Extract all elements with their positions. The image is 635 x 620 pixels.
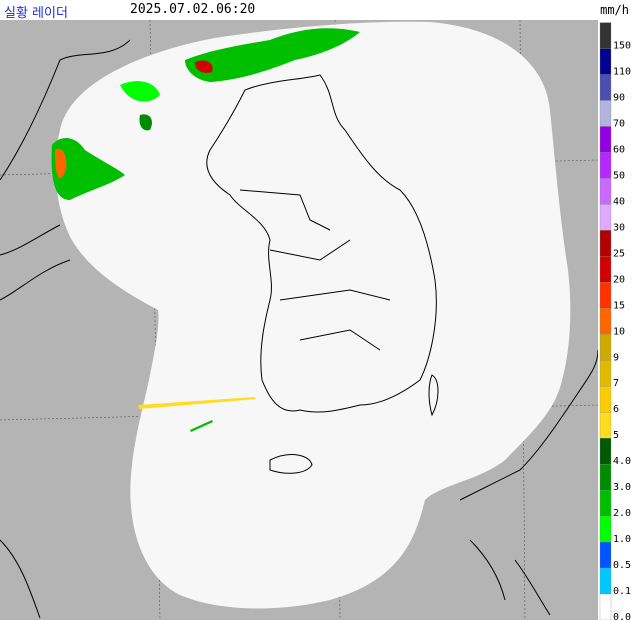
- legend-label: 0.5: [613, 560, 631, 571]
- legend-swatch: [599, 412, 612, 439]
- title: 실황 레이더: [4, 6, 68, 21]
- legend-swatch: [599, 360, 612, 387]
- radar-coverage: [55, 21, 571, 609]
- legend-label: 3.0: [613, 482, 631, 493]
- legend-label: 30: [613, 222, 625, 233]
- legend-label: 2.0: [613, 508, 631, 519]
- legend-label: 0.1: [613, 586, 631, 597]
- legend-swatch: [599, 386, 612, 413]
- legend-label: 5: [613, 430, 619, 441]
- timestamp: 2025.07.02.06:20: [130, 2, 256, 17]
- legend-swatch: [599, 308, 612, 335]
- legend-label: 9: [613, 352, 619, 363]
- legend-label: 15: [613, 300, 625, 311]
- legend-swatch: [599, 22, 612, 49]
- legend-label: 90: [613, 93, 625, 104]
- legend-swatch: [599, 593, 612, 620]
- legend-label: 4.0: [613, 456, 631, 467]
- legend-swatch: [599, 100, 612, 127]
- legend: 150 110 90 70 60 50 40 30 25 20 15 10 9 7 6 5 4.0 3.0 2.0 1…: [598, 20, 635, 620]
- unit: mm/h: [600, 3, 629, 17]
- legend-label: 70: [613, 118, 625, 129]
- legend-label: 25: [613, 248, 625, 259]
- header: 실황 레이더 2025.07.02.06:20 mm/h: [0, 0, 635, 21]
- radar-map: 150 110 90 70 60 50 40 30 25 20 15 10 9 7 6 5 4.0 3.0 2.0 1…: [0, 20, 635, 620]
- rain-echo: [51, 28, 360, 432]
- legend-swatch: [599, 74, 612, 101]
- legend-label: 0.0: [613, 612, 631, 620]
- legend-swatch: [599, 48, 612, 75]
- legend-label: 10: [613, 326, 625, 337]
- legend-label: 1.0: [613, 534, 631, 545]
- legend-swatch: [599, 438, 612, 465]
- legend-label: 20: [613, 274, 625, 285]
- legend-label: 7: [613, 378, 619, 389]
- legend-swatch: [599, 334, 612, 361]
- legend-swatch: [599, 515, 612, 543]
- legend-label: 150: [613, 41, 631, 52]
- legend-swatch: [599, 256, 612, 283]
- legend-label: 60: [613, 144, 625, 155]
- legend-swatch: [599, 204, 612, 231]
- legend-swatch: [599, 152, 612, 179]
- legend-label: 6: [613, 404, 619, 415]
- legend-swatch: [599, 230, 612, 257]
- legend-swatch: [599, 126, 612, 153]
- legend-swatch: [599, 489, 612, 517]
- legend-label: 40: [613, 196, 625, 207]
- legend-swatch: [599, 567, 612, 595]
- legend-swatch: [599, 178, 612, 205]
- legend-swatch: [599, 282, 612, 309]
- legend-label: 110: [613, 67, 631, 78]
- legend-swatch: [599, 541, 612, 569]
- coastline: [0, 39, 599, 619]
- legend-label: 50: [613, 170, 625, 181]
- legend-swatch: [599, 464, 612, 491]
